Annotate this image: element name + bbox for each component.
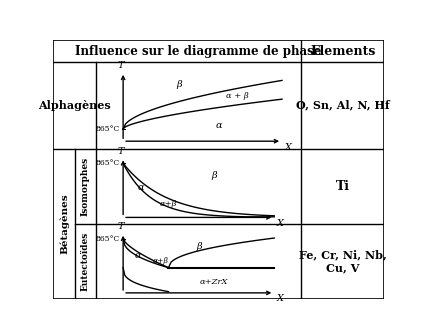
Text: Bétagènes: Bétagènes	[59, 194, 69, 254]
Text: α+β: α+β	[159, 200, 177, 208]
Text: Fe, Cr, Ni, Nb,
Cu, V: Fe, Cr, Ni, Nb, Cu, V	[298, 249, 386, 273]
Text: α+ZrX: α+ZrX	[199, 278, 227, 286]
Text: α: α	[135, 251, 141, 260]
Text: Alphagènes: Alphagènes	[38, 100, 111, 111]
Text: α + β: α + β	[226, 92, 248, 100]
Text: β: β	[176, 80, 181, 89]
Text: X: X	[284, 143, 291, 152]
Text: β: β	[210, 171, 216, 180]
Text: β: β	[196, 242, 201, 251]
Text: Elements: Elements	[309, 45, 374, 57]
Text: Ti: Ti	[335, 180, 349, 193]
Text: T: T	[117, 222, 124, 231]
Text: O, Sn, Al, N, Hf: O, Sn, Al, N, Hf	[295, 100, 389, 111]
Text: Influence sur le diagramme de phase: Influence sur le diagramme de phase	[75, 45, 321, 57]
Text: 865°C: 865°C	[95, 235, 120, 243]
Text: X: X	[276, 219, 283, 228]
Text: α+β: α+β	[153, 257, 168, 265]
Text: 865°C: 865°C	[95, 125, 120, 133]
Text: X: X	[276, 294, 283, 303]
Text: 865°C: 865°C	[95, 159, 120, 167]
Text: Eutectoïdes: Eutectoïdes	[81, 232, 90, 291]
Text: α: α	[215, 121, 221, 130]
Text: T: T	[117, 147, 124, 156]
Text: Isomorphes: Isomorphes	[81, 157, 90, 216]
Text: T: T	[117, 61, 124, 70]
Text: α: α	[138, 183, 144, 192]
